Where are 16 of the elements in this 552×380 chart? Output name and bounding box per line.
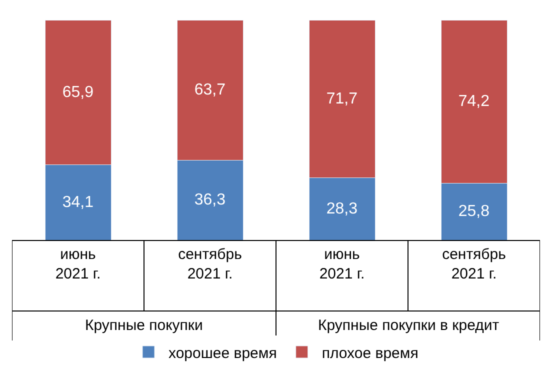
x-tick-label: июнь 2021 г. bbox=[55, 246, 101, 282]
data-label: 63,7 bbox=[194, 82, 226, 99]
data-label: 28,3 bbox=[326, 200, 358, 218]
legend-label: плохое время bbox=[322, 344, 418, 362]
data-label: 36,3 bbox=[194, 192, 226, 209]
text: Крупные покупки bbox=[85, 317, 203, 334]
legend-label: хорошее время bbox=[168, 344, 277, 362]
data-label: 25,8 bbox=[458, 203, 490, 220]
text: Крупные покупки в кредит bbox=[318, 317, 500, 334]
x-tick-label: июнь 2021 г. bbox=[319, 246, 365, 282]
data-label: 34,1 bbox=[62, 194, 94, 211]
data-label: 74,2 bbox=[458, 93, 490, 110]
data-label: 65,9 bbox=[62, 84, 94, 101]
x-tick-label: сентябрь 2021 г. bbox=[178, 246, 242, 282]
x-tick-label: сентябрь 2021 г. bbox=[442, 246, 506, 282]
data-label: 71,7 bbox=[326, 90, 358, 108]
